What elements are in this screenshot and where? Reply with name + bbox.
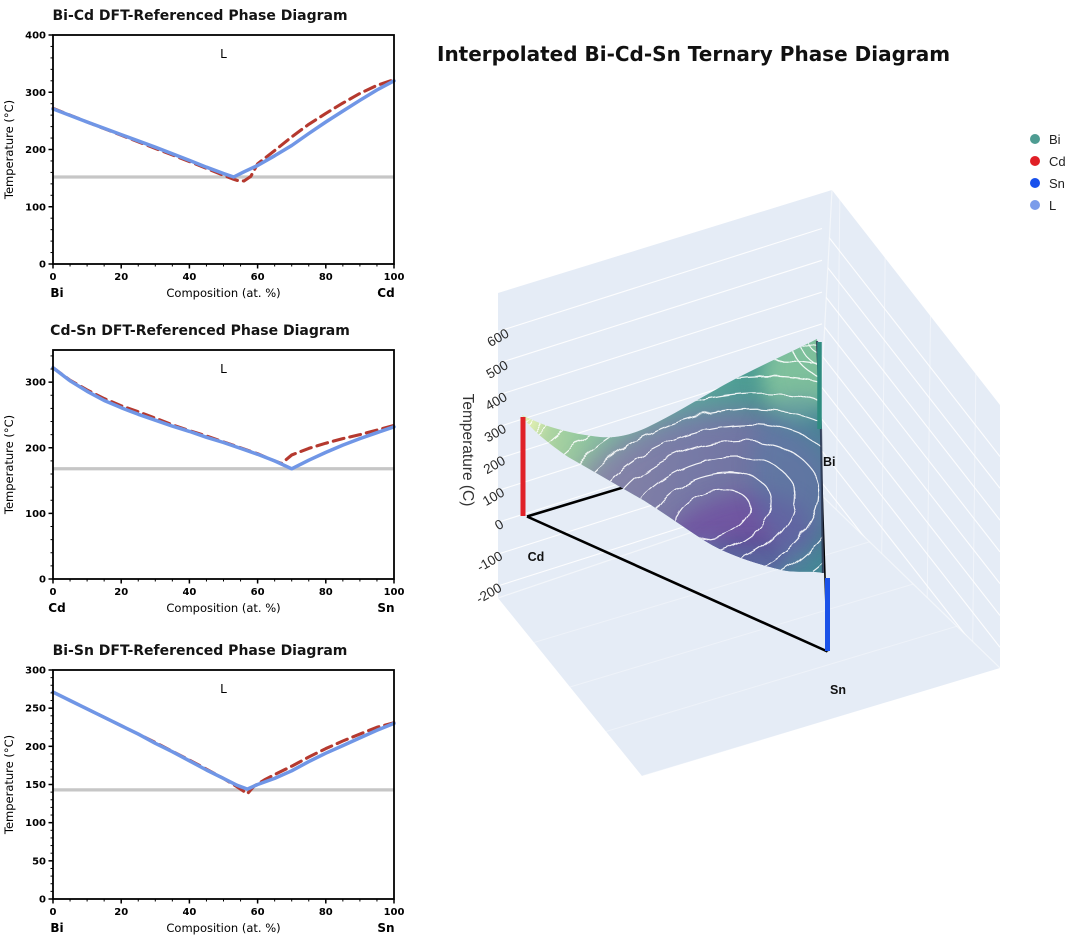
corner-label-bi: Bi — [823, 455, 836, 469]
y-axis-label: Temperature (°C) — [2, 415, 16, 515]
plot-frame — [52, 669, 395, 900]
y-tick-label: 300 — [25, 88, 46, 99]
y-tick-label: 0 — [39, 575, 46, 586]
chart-title: Cd-Sn DFT-Referenced Phase Diagram — [50, 323, 350, 339]
y-axis-label: Temperature (°C) — [2, 735, 16, 835]
legend-item-bi[interactable]: Bi — [1030, 128, 1066, 150]
x-tick-label: 80 — [319, 587, 333, 598]
x-tick-label: 0 — [50, 907, 57, 918]
legend-label: Bi — [1049, 131, 1061, 147]
left-element-label: Cd — [48, 601, 65, 615]
y-tick-label: 250 — [25, 704, 46, 715]
x-tick-label: 0 — [50, 587, 57, 598]
plot-frame — [52, 349, 395, 580]
binary-chart-block-cd-sn: 0 20 40 60 80 100 0 100 200 300 Cd-Sn DFT-Referenc… — [0, 315, 430, 626]
liquidus-curve-dft-reference — [51, 366, 396, 466]
y-tick-label: 400 — [25, 31, 46, 42]
y-tick-label: 200 — [25, 443, 46, 454]
ternary-legend: Bi Cd Sn L — [1030, 128, 1066, 216]
y-tick-label: 0 — [39, 260, 46, 271]
x-tick-label: 80 — [319, 907, 333, 918]
chart-title: Bi-Sn DFT-Referenced Phase Diagram — [53, 643, 348, 659]
x-tick-label: 0 — [50, 272, 57, 283]
chart-title: Bi-Cd DFT-Referenced Phase Diagram — [52, 8, 347, 24]
binary-chart-cd-sn: 0 20 40 60 80 100 0 100 200 300 Cd-Sn DFT-Referenc… — [2, 323, 405, 615]
phase-label-liquid: L — [220, 47, 227, 61]
phase-label-liquid: L — [220, 682, 227, 696]
x-tick-label: 100 — [384, 907, 405, 918]
legend-label: Cd — [1049, 153, 1066, 169]
legend-marker-cd-icon — [1030, 156, 1040, 166]
x-tick-label: 20 — [114, 907, 128, 918]
legend-marker-l-icon — [1030, 200, 1040, 210]
corner-label-sn: Sn — [830, 683, 846, 697]
y-tick-label: 50 — [32, 856, 46, 867]
z-axis-title: Temperature (C) — [459, 394, 476, 507]
liquidus-curve-dft-reference — [51, 78, 396, 183]
x-tick-label: 20 — [114, 587, 128, 598]
legend-label: Sn — [1049, 175, 1065, 191]
binary-chart-bi-cd: 0 20 40 60 80 100 0 100 200 300 400 Bi-Cd DFT-Refer… — [2, 8, 405, 300]
x-tick-label: 80 — [319, 272, 333, 283]
x-tick-label: 100 — [384, 587, 405, 598]
y-tick-label: 100 — [25, 818, 46, 829]
x-tick-label: 40 — [182, 907, 196, 918]
y-tick-label: 200 — [25, 742, 46, 753]
left-element-label: Bi — [50, 286, 63, 300]
y-tick-label: 150 — [25, 780, 46, 791]
x-tick-label: 60 — [251, 272, 265, 283]
y-tick-label: 300 — [25, 378, 46, 389]
y-tick-label: 0 — [39, 895, 46, 906]
phase-label-liquid: L — [220, 362, 227, 376]
y-tick-label: 200 — [25, 145, 46, 156]
x-tick-label: 40 — [182, 272, 196, 283]
x-axis-label: Composition (at. %) — [166, 921, 280, 935]
x-tick-label: 60 — [251, 587, 265, 598]
y-tick-label: 100 — [25, 509, 46, 520]
legend-item-cd[interactable]: Cd — [1030, 150, 1066, 172]
x-axis-label: Composition (at. %) — [166, 601, 280, 615]
y-axis-label: Temperature (°C) — [2, 100, 16, 200]
binary-chart-block-bi-cd: 0 20 40 60 80 100 0 100 200 300 400 Bi-Cd DFT-Refer… — [0, 0, 430, 311]
x-axis-label: Composition (at. %) — [166, 286, 280, 300]
binary-chart-bi-sn: 0 20 40 60 80 100 0 50 100 150 200 250 300 Bi-Sn DFT-… — [2, 643, 405, 935]
right-element-label: Sn — [377, 601, 394, 615]
right-element-label: Sn — [377, 921, 394, 935]
right-element-label: Cd — [377, 286, 394, 300]
x-tick-label: 20 — [114, 272, 128, 283]
liquidus-curve-interpolated — [51, 690, 396, 791]
legend-marker-bi-icon — [1030, 134, 1040, 144]
y-tick-label: 300 — [25, 666, 46, 677]
ternary-title: Interpolated Bi-Cd-Sn Ternary Phase Diag… — [437, 42, 951, 66]
plot-frame — [52, 34, 395, 265]
left-element-label: Bi — [50, 921, 63, 935]
binary-chart-block-bi-sn: 0 20 40 60 80 100 0 50 100 150 200 250 300 Bi-Sn DFT-… — [0, 635, 430, 946]
legend-marker-sn-icon — [1030, 178, 1040, 188]
legend-item-sn[interactable]: Sn — [1030, 172, 1066, 194]
legend-item-l[interactable]: L — [1030, 194, 1066, 216]
liquidus-curve-interpolated — [51, 79, 396, 179]
corner-label-cd: Cd — [528, 550, 545, 564]
liquidus-curve-interpolated — [51, 365, 396, 471]
x-tick-label: 40 — [182, 587, 196, 598]
y-tick-label: 100 — [25, 202, 46, 213]
x-tick-label: 60 — [251, 907, 265, 918]
x-tick-label: 100 — [384, 272, 405, 283]
legend-label: L — [1049, 197, 1057, 213]
